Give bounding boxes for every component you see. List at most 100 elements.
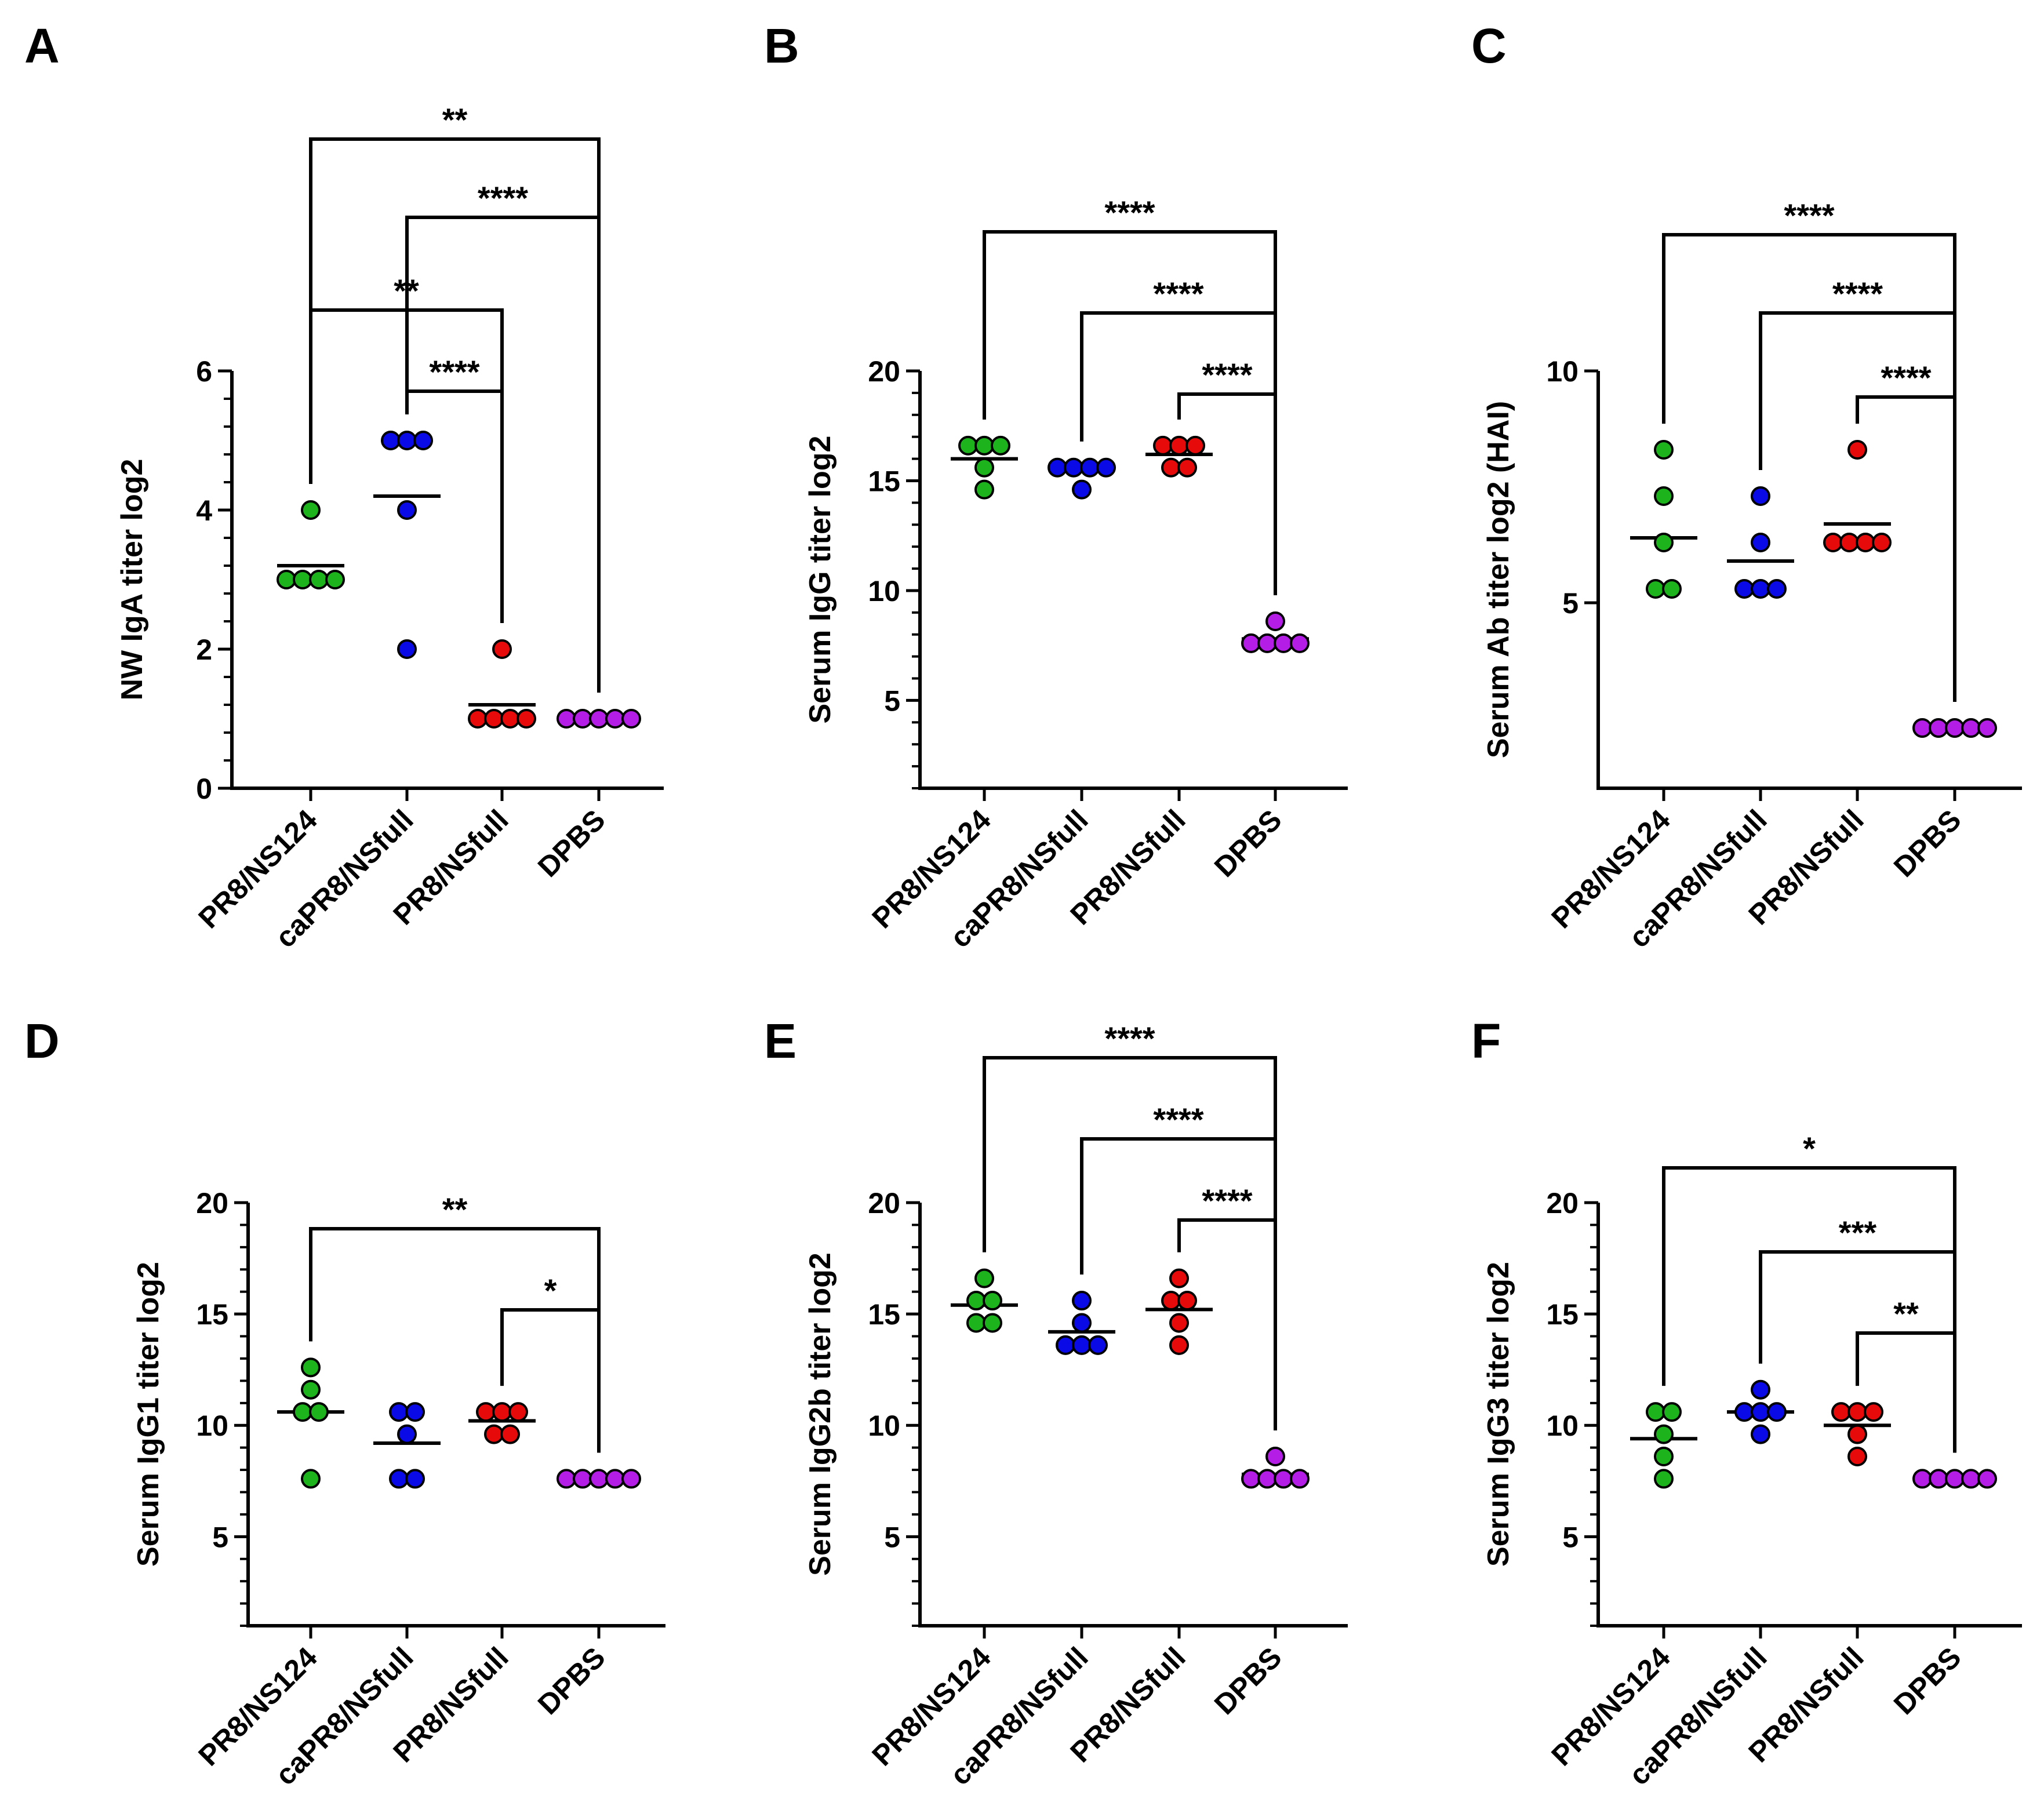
series-0 [277, 500, 345, 589]
data-point [1912, 718, 1932, 738]
y-tick-label: 10 [868, 575, 900, 607]
data-point [1751, 1402, 1770, 1422]
data-point [1977, 1469, 1997, 1489]
data-point [1767, 1402, 1787, 1422]
y-tick-label: 20 [196, 1187, 228, 1219]
data-point [1831, 1402, 1851, 1422]
panel-letter: F [1471, 1014, 1501, 1068]
data-point [983, 1313, 1002, 1333]
data-point [1161, 457, 1181, 478]
data-point [1177, 1291, 1197, 1311]
data-point [1274, 633, 1293, 653]
series-1 [373, 1402, 441, 1489]
data-point [621, 1469, 641, 1489]
data-point [301, 500, 321, 520]
y-axis-label: Serum Ab titer log2 (HAI) [1482, 401, 1515, 758]
bracket-line [405, 389, 504, 623]
data-point [405, 1469, 425, 1489]
data-point [500, 709, 520, 729]
significance-label: * [544, 1272, 557, 1309]
series-0 [951, 435, 1018, 500]
data-point [1847, 440, 1867, 460]
x-tick-label: DPBS [532, 1641, 612, 1721]
data-point [1257, 633, 1277, 653]
significance-bracket: ** [309, 101, 601, 693]
series-0 [277, 1357, 344, 1489]
data-point [1654, 486, 1674, 506]
data-point [293, 570, 312, 589]
series-1 [1048, 457, 1116, 500]
significance-label: ** [394, 272, 419, 309]
significance-label: **** [1104, 194, 1155, 231]
y-tick-label: 10 [1546, 355, 1579, 388]
y-axis-label: Serum IgG1 titer log2 [132, 1262, 165, 1567]
data-point [983, 1291, 1002, 1311]
data-point [1072, 1335, 1092, 1355]
data-point [1185, 435, 1205, 456]
y-tick-label: 10 [1546, 1410, 1579, 1442]
data-point [1161, 1291, 1181, 1311]
data-point [1072, 1291, 1092, 1311]
data-point [517, 709, 536, 729]
significance-bracket: **** [1856, 359, 1956, 702]
data-point [381, 431, 401, 450]
data-point [309, 1402, 329, 1422]
data-point [1088, 1335, 1108, 1355]
y-tick-label: 10 [868, 1410, 900, 1442]
data-point [1241, 633, 1261, 653]
data-point [1751, 1424, 1770, 1444]
series-1 [1727, 1379, 1794, 1444]
y-axis-label: Serum IgG2b titer log2 [803, 1252, 837, 1576]
data-point [1241, 1469, 1261, 1489]
significance-bracket: **** [1177, 356, 1277, 595]
data-point [1072, 479, 1092, 500]
data-point [484, 1424, 504, 1444]
series-3 [1912, 1469, 1997, 1489]
data-point [1257, 1469, 1277, 1489]
series-2 [1145, 435, 1213, 478]
data-point [1839, 533, 1859, 552]
y-axis-label: Serum IgG3 titer log2 [1482, 1262, 1515, 1567]
data-point [1847, 1402, 1867, 1422]
data-point [293, 1402, 312, 1422]
data-point [1072, 1313, 1092, 1333]
significance-bracket: ** [309, 1191, 601, 1453]
significance-bracket: **** [405, 180, 601, 693]
data-point [974, 479, 994, 500]
data-point [1153, 435, 1173, 456]
bracket-line [309, 1227, 601, 1453]
data-point [589, 1469, 609, 1489]
data-point [492, 1402, 512, 1422]
series-2 [468, 1402, 536, 1444]
series-1 [1727, 486, 1794, 599]
series-1 [1048, 1291, 1115, 1355]
significance-label: *** [1839, 1214, 1877, 1251]
bracket-line [500, 1308, 601, 1453]
data-point [1048, 457, 1067, 478]
significance-bracket: **** [1177, 1182, 1277, 1430]
series-3 [1241, 1447, 1310, 1489]
series-1 [373, 431, 441, 659]
significance-label: ** [442, 1191, 468, 1228]
x-tick-label: DPBS [1208, 803, 1288, 883]
data-point [1290, 1469, 1310, 1489]
y-tick-label: 5 [1562, 587, 1579, 620]
data-point [1654, 1447, 1674, 1466]
data-point [1646, 579, 1665, 599]
significance-bracket: * [1662, 1130, 1956, 1453]
data-point [573, 1469, 592, 1489]
data-point [500, 1424, 520, 1444]
significance-bracket: ** [1856, 1295, 1956, 1453]
significance-bracket: **** [1080, 1101, 1277, 1430]
data-point [1169, 1335, 1189, 1355]
data-point [557, 709, 576, 729]
data-point [1169, 1268, 1189, 1288]
significance-bracket: **** [405, 354, 504, 623]
significance-label: **** [1832, 275, 1883, 312]
series-3 [1912, 718, 1997, 738]
panel-letter: A [24, 19, 60, 73]
data-point [1961, 1469, 1981, 1489]
